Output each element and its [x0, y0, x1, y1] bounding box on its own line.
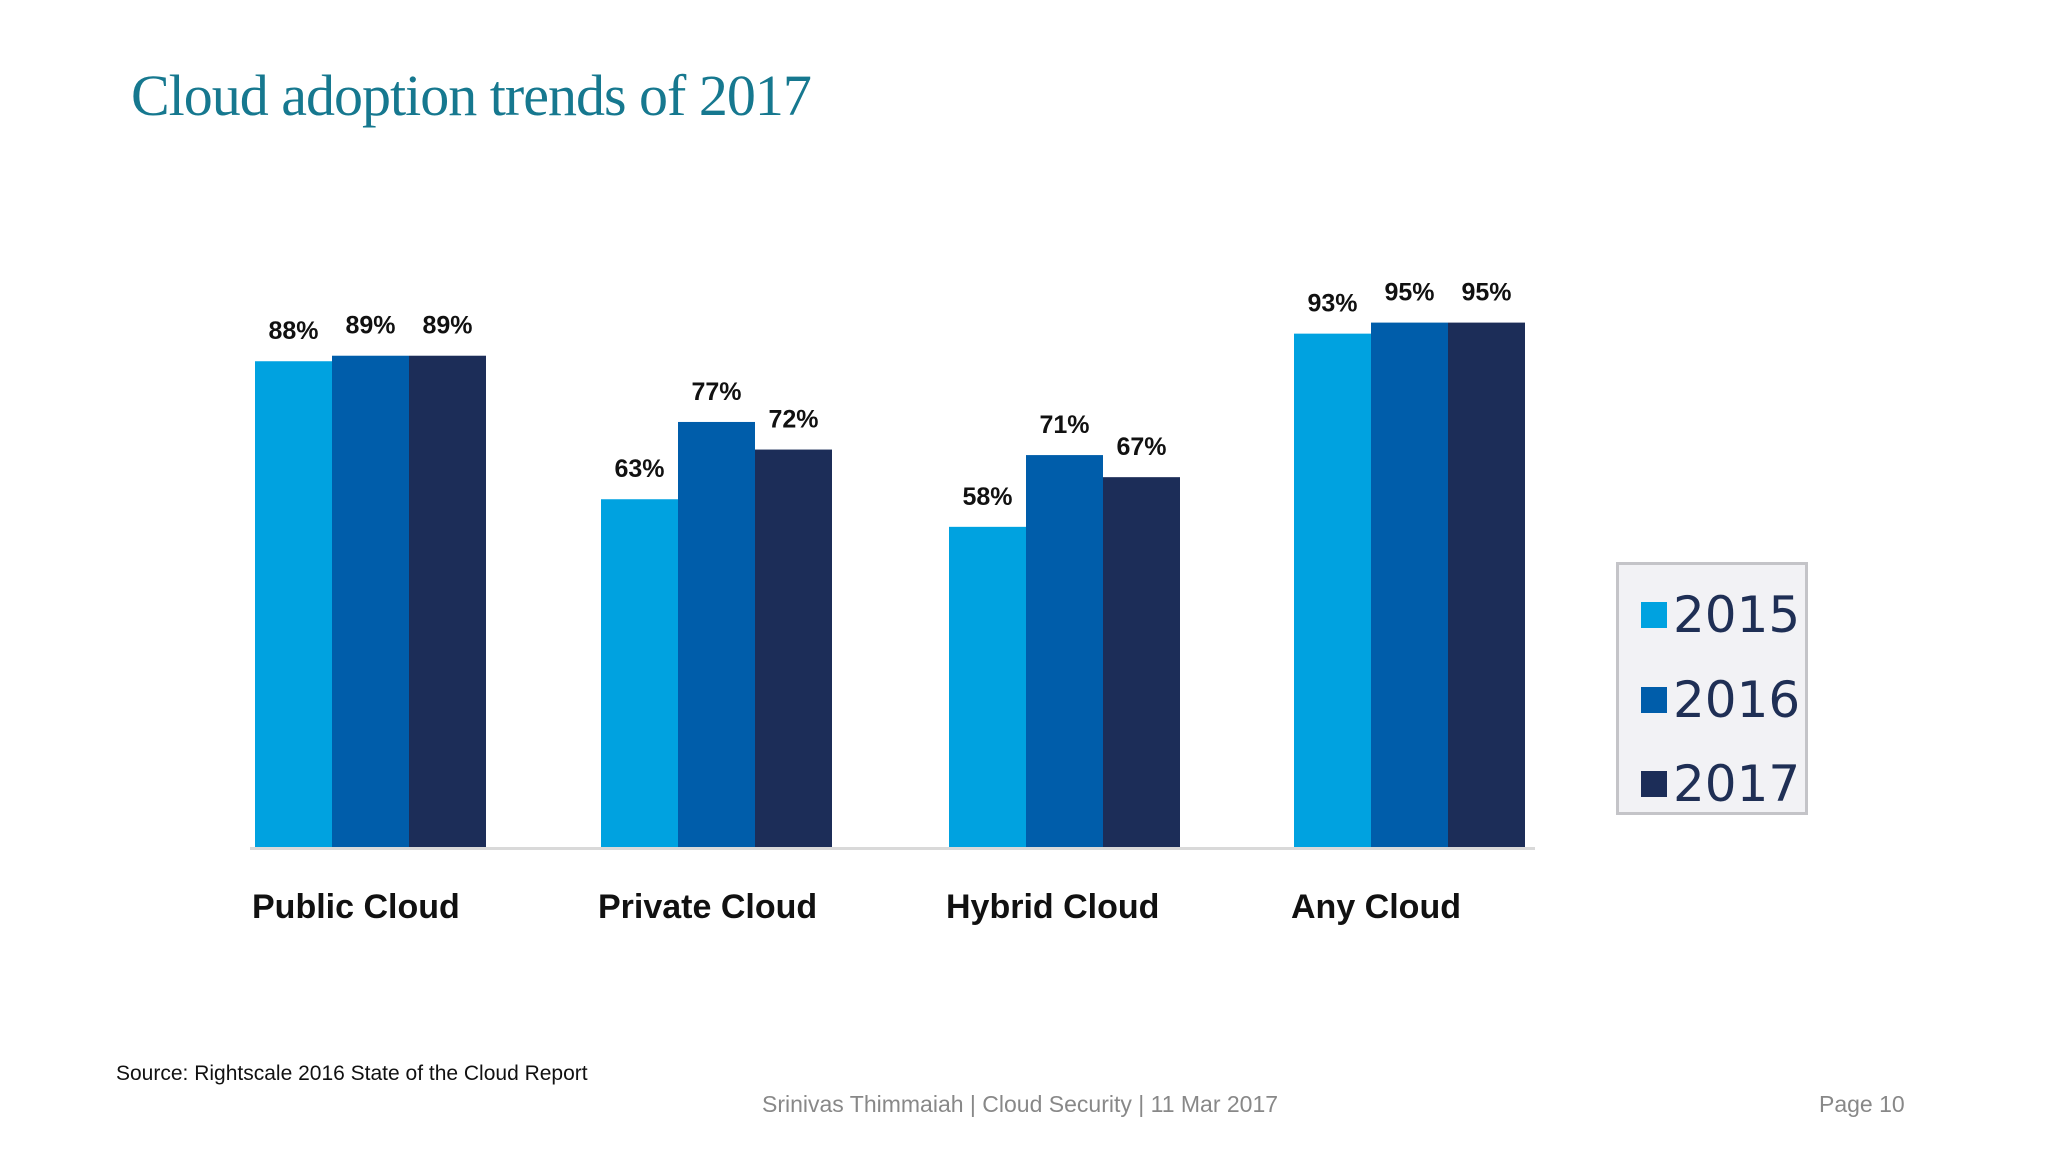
bar-2017-any-cloud [1448, 322, 1525, 848]
legend-swatch [1641, 771, 1667, 797]
legend-label: 2015 [1673, 586, 1801, 644]
data-label: 77% [691, 378, 741, 406]
slide-title: Cloud adoption trends of 2017 [131, 63, 812, 128]
bar-2015-any-cloud [1294, 333, 1371, 847]
bar-2017-hybrid-cloud [1103, 477, 1180, 847]
legend-swatch [1641, 602, 1667, 628]
data-label: 89% [345, 312, 395, 340]
data-label: 88% [268, 317, 318, 345]
data-label: 58% [962, 483, 1012, 511]
data-label: 63% [614, 455, 664, 483]
data-label: 89% [422, 312, 472, 340]
legend-swatch [1641, 687, 1667, 713]
category-label: Private Cloud [598, 888, 817, 926]
data-label: 93% [1307, 290, 1357, 318]
bar-2015-hybrid-cloud [949, 526, 1026, 847]
bar-2016-any-cloud [1371, 322, 1448, 848]
data-label: 71% [1039, 411, 1089, 439]
bar-2017-public-cloud [409, 355, 486, 847]
bar-2016-hybrid-cloud [1026, 455, 1103, 847]
page-number: Page 10 [1819, 1091, 1905, 1117]
source-note: Source: Rightscale 2016 State of the Clo… [116, 1062, 588, 1085]
legend-item-2015: 2015 [1641, 585, 1800, 645]
legend-item-2016: 2016 [1641, 670, 1800, 730]
category-label: Public Cloud [252, 888, 460, 926]
bar-2017-private-cloud [755, 449, 832, 847]
legend-label: 2016 [1673, 671, 1801, 729]
data-label: 72% [768, 406, 818, 434]
legend-item-2017: 2017 [1641, 754, 1800, 814]
bar-2016-private-cloud [678, 421, 755, 847]
category-label: Any Cloud [1291, 888, 1461, 926]
category-label: Hybrid Cloud [946, 888, 1159, 926]
data-label: 95% [1384, 279, 1434, 307]
data-label: 67% [1116, 433, 1166, 461]
bar-2016-public-cloud [332, 355, 409, 847]
legend: 2015 2016 2017 [1616, 562, 1808, 815]
bar-2015-public-cloud [255, 361, 332, 847]
footer-text: Srinivas Thimmaiah | Cloud Security | 11… [762, 1091, 1279, 1117]
data-label: 95% [1461, 279, 1511, 307]
bar-2015-private-cloud [601, 499, 678, 847]
legend-label: 2017 [1673, 755, 1801, 813]
